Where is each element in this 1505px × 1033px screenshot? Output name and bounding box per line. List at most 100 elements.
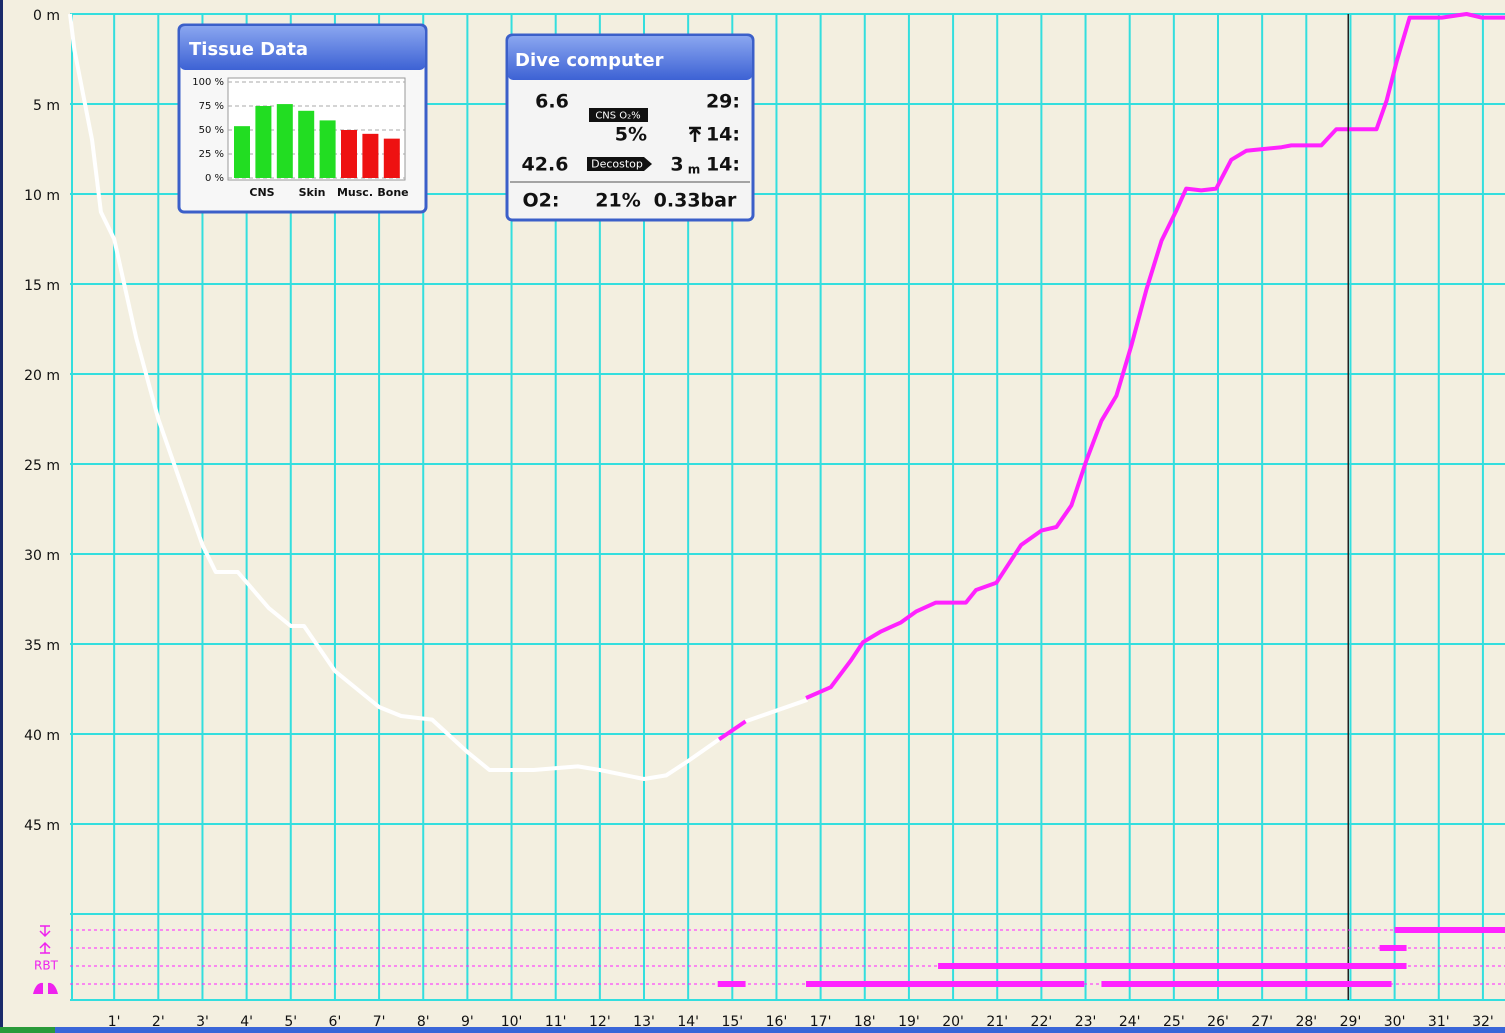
x-tick-label: 28' xyxy=(1295,1014,1317,1030)
lung-icon xyxy=(33,982,58,994)
x-tick-label: 25' xyxy=(1163,1014,1185,1030)
x-tick-label: 17' xyxy=(810,1014,832,1030)
x-tick-label: 18' xyxy=(854,1014,876,1030)
x-tick-label: 15' xyxy=(721,1014,743,1030)
x-tick-label: 19' xyxy=(898,1014,920,1030)
deco-badge xyxy=(587,157,652,171)
warning-bar xyxy=(1101,981,1392,987)
mini-tick-label: 75 % xyxy=(199,101,224,112)
dc-unit: m xyxy=(688,163,701,177)
dc-value: 0.33bar xyxy=(654,190,737,212)
dc-value: 5% xyxy=(615,124,647,146)
x-tick-label: 27' xyxy=(1251,1014,1273,1030)
ascent-icon xyxy=(39,941,51,954)
y-tick-label: 0 m xyxy=(33,8,60,24)
y-tick-label: 45 m xyxy=(24,818,60,834)
x-tick-label: 1' xyxy=(108,1014,121,1030)
dive-computer-panel: Dive computer 6.6 29: CNS O₂% 5% 14: 42.… xyxy=(505,33,755,222)
tissue-bar xyxy=(255,106,272,178)
tissue-label: Bone xyxy=(377,186,408,199)
panel-title: Tissue Data xyxy=(189,39,308,60)
dc-value: 3 xyxy=(670,154,683,176)
cns-badge xyxy=(589,108,648,122)
x-tick-label: 4' xyxy=(240,1014,253,1030)
y-tick-label: 15 m xyxy=(24,278,60,294)
warning-bar xyxy=(1379,945,1407,951)
y-tick-label: 40 m xyxy=(24,728,60,744)
tissue-data-panel: Tissue Data 0 % 25 % 50 % 75 % 100 % CNS Skin M… xyxy=(177,23,428,214)
x-tick-label: 22' xyxy=(1031,1014,1053,1030)
dc-value: 29: xyxy=(706,91,740,113)
mini-tick-label: 50 % xyxy=(199,125,224,136)
dc-value: 21% xyxy=(595,190,640,212)
dc-value: 42.6 xyxy=(522,154,569,176)
left-edge xyxy=(0,0,3,1033)
x-tick-label: 26' xyxy=(1207,1014,1229,1030)
ceiling-icon xyxy=(689,126,701,142)
mini-tick-label: 0 % xyxy=(205,173,224,184)
warning-bar xyxy=(806,981,1085,987)
x-tick-label: 9' xyxy=(461,1014,474,1030)
dc-value: 14: xyxy=(706,124,740,146)
panel-title: Dive computer xyxy=(515,50,664,71)
x-tick-label: 21' xyxy=(986,1014,1008,1030)
x-tick-label: 24' xyxy=(1119,1014,1141,1030)
bottom-bar-left xyxy=(0,1027,55,1033)
mini-tick-label: 25 % xyxy=(199,149,224,160)
bottom-bar xyxy=(0,1027,1505,1033)
x-tick-label: 6' xyxy=(329,1014,342,1030)
tissue-bar xyxy=(276,104,293,178)
mini-chart-area xyxy=(227,77,406,181)
tissue-label: Skin xyxy=(299,186,326,199)
x-tick-label: 29' xyxy=(1340,1014,1362,1030)
x-tick-label: 13' xyxy=(633,1014,655,1030)
y-tick-label: 20 m xyxy=(24,368,60,384)
cns-badge-text: CNS O₂% xyxy=(595,111,640,122)
tissue-bar xyxy=(319,120,336,178)
x-tick-label: 11' xyxy=(545,1014,567,1030)
x-tick-label: 23' xyxy=(1075,1014,1097,1030)
x-tick-label: 2' xyxy=(152,1014,165,1030)
y-tick-label: 10 m xyxy=(24,188,60,204)
dc-value: 6.6 xyxy=(535,91,569,113)
plot xyxy=(68,12,1505,1000)
tissue-bar xyxy=(234,126,250,178)
x-tick-label: 12' xyxy=(589,1014,611,1030)
dc-value: O2: xyxy=(523,190,560,212)
rbt-label: RBT xyxy=(34,959,59,973)
x-tick-label: 31' xyxy=(1428,1014,1450,1030)
x-tick-label: 16' xyxy=(766,1014,788,1030)
tissue-bar xyxy=(298,110,315,178)
panel-frame xyxy=(505,33,755,222)
x-tick-label: 20' xyxy=(942,1014,964,1030)
descent-icon xyxy=(39,925,51,938)
y-tick-label: 25 m xyxy=(24,458,60,474)
x-tick-label: 30' xyxy=(1384,1014,1406,1030)
tissue-label: Musc. xyxy=(337,186,373,199)
tissue-bar xyxy=(341,130,357,178)
warning-bar xyxy=(717,981,746,987)
tissue-label: CNS xyxy=(249,186,274,199)
tissue-bar xyxy=(383,138,400,178)
depth-line xyxy=(717,12,1505,742)
x-tick-label: 3' xyxy=(196,1014,209,1030)
deco-badge-text: Decostop xyxy=(591,158,643,171)
panel-titlebar xyxy=(508,36,752,80)
y-tick-label: 5 m xyxy=(33,98,60,114)
panel-titlebar xyxy=(180,26,425,70)
x-tick-label: 14' xyxy=(677,1014,699,1030)
tissue-bar xyxy=(362,133,379,178)
depth-line xyxy=(68,13,809,781)
x-tick-label: 32' xyxy=(1472,1014,1494,1030)
mini-tick-label: 100 % xyxy=(192,77,224,88)
warning-bar xyxy=(1394,927,1505,933)
x-tick-label: 7' xyxy=(373,1014,386,1030)
y-tick-label: 30 m xyxy=(24,548,60,564)
x-tick-label: 5' xyxy=(284,1014,297,1030)
x-tick-label: 8' xyxy=(417,1014,430,1030)
y-tick-label: 35 m xyxy=(24,638,60,654)
warning-lanes: RBT xyxy=(33,925,1505,994)
warning-bar xyxy=(938,963,1407,969)
